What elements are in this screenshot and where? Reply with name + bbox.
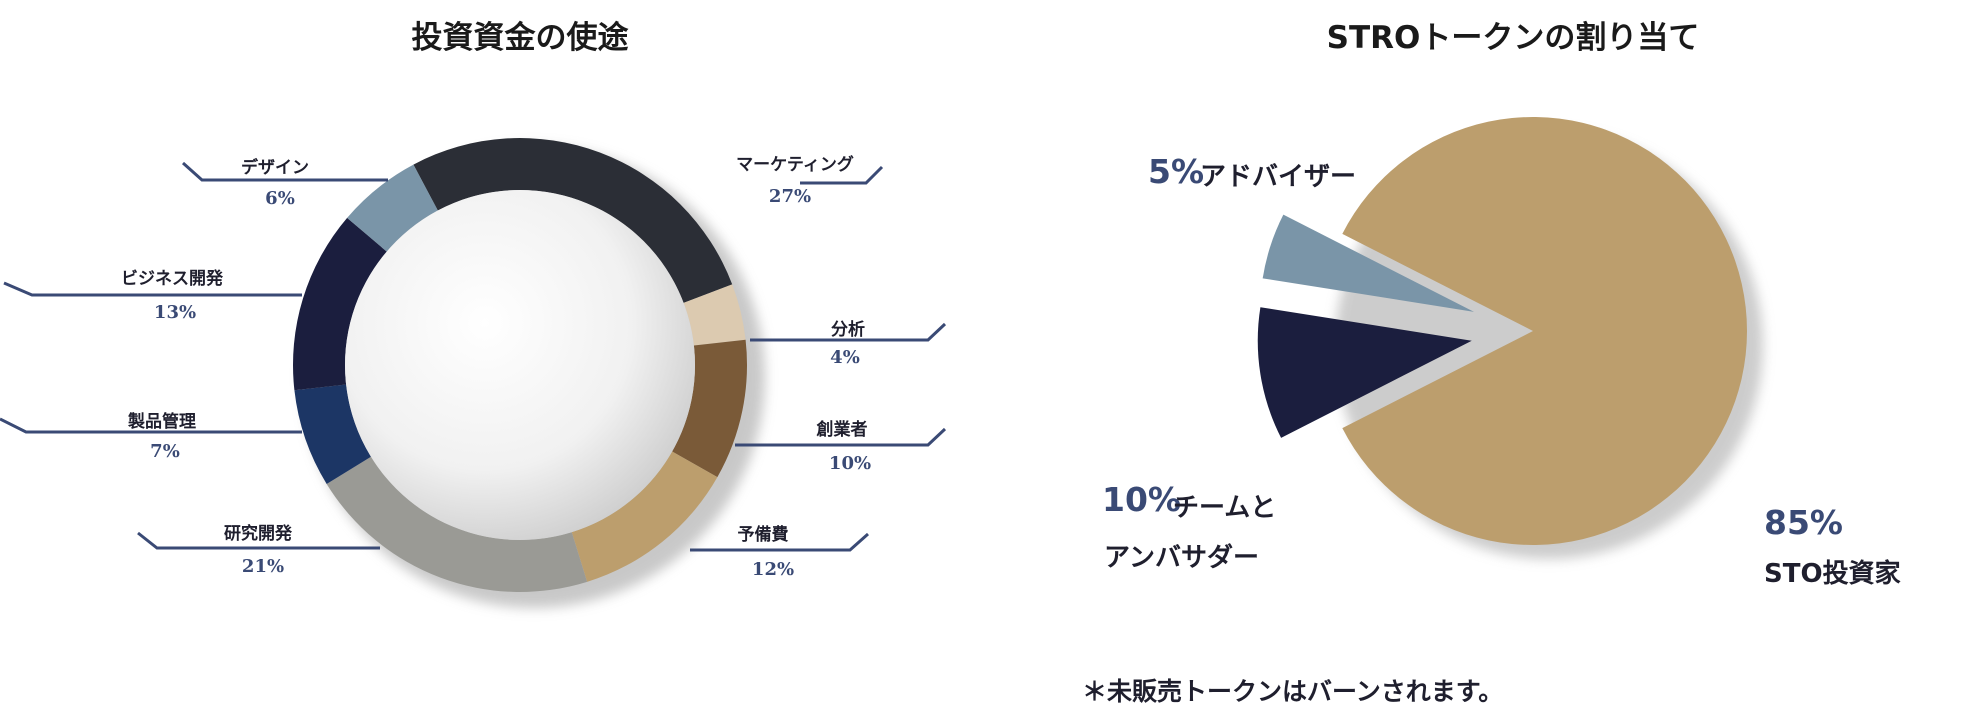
donut-leader-line-4 <box>137 531 380 550</box>
pie-label-advisors: アドバイザー <box>1200 162 1357 192</box>
donut-label-founders: 創業者 <box>816 420 868 440</box>
allocation-pie-chart <box>1257 116 1763 559</box>
donut-value-product-management: 7% <box>150 441 180 462</box>
donut-leader-line-2 <box>735 427 947 447</box>
pie-label-team-line2: アンバサダー <box>1104 543 1259 573</box>
pie-chart-title: STROトークンの割り当て <box>1326 20 1700 56</box>
donut-segment-0 <box>413 138 733 303</box>
donut-segment-1 <box>683 284 746 346</box>
donut-leader-line-0 <box>800 165 884 185</box>
donut-leader-line-7 <box>181 161 388 182</box>
donut-segment-5 <box>294 384 371 484</box>
donut-leader-line-6 <box>3 281 302 297</box>
donut-label-product-management: 製品管理 <box>128 412 196 432</box>
donut-value-founders: 10% <box>828 453 872 474</box>
donut-label-marketing: マーケティング <box>736 155 854 175</box>
pie-value-sto-investors: 85% <box>1764 503 1843 542</box>
pie-slice-1 <box>1262 214 1475 312</box>
donut-value-analysis: 4% <box>830 347 860 368</box>
donut-chart <box>0 138 947 608</box>
donut-label-business-development: ビジネス開発 <box>121 269 223 289</box>
donut-value-rnd: 21% <box>241 556 285 577</box>
donut-value-design: 6% <box>265 188 295 209</box>
pie-value-team: 10% <box>1102 480 1181 519</box>
donut-leader-line-3 <box>690 532 869 552</box>
donut-value-reserve: 12% <box>751 559 795 580</box>
donut-segment-2 <box>672 339 747 478</box>
footnote: ＊未販売トークンはバーンされます。 <box>1082 677 1504 706</box>
pie-value-advisors: 5% <box>1148 152 1205 191</box>
donut-value-business-development: 13% <box>153 302 197 323</box>
pie-slice-2 <box>1257 307 1472 438</box>
donut-label-reserve: 予備費 <box>737 525 789 545</box>
donut-segment-6 <box>293 217 387 391</box>
donut-label-rnd: 研究開発 <box>224 524 292 544</box>
donut-label-analysis: 分析 <box>831 320 865 340</box>
donut-center <box>345 190 695 540</box>
donut-chart-title: 投資資金の使途 <box>411 20 629 56</box>
pie-label-team-line1: チームと <box>1173 493 1277 523</box>
donut-leader-line-1 <box>750 322 947 342</box>
donut-value-marketing: 27% <box>768 186 812 207</box>
pie-label-sto-investors: STO投資家 <box>1764 559 1901 589</box>
donut-leader-line-5 <box>0 417 302 434</box>
pie-slice-0 <box>1342 116 1747 546</box>
donut-segment-7 <box>347 164 438 252</box>
donut-label-design: デザイン <box>241 158 309 178</box>
donut-segment-4 <box>326 456 588 592</box>
donut-segment-3 <box>571 451 718 582</box>
